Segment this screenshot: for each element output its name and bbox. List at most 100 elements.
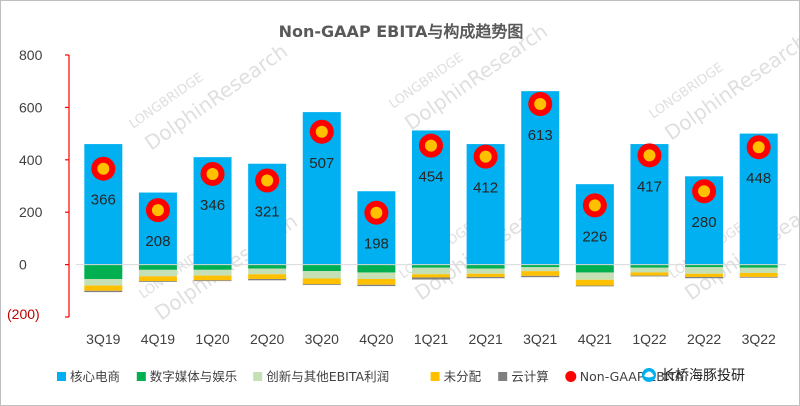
bar-segment bbox=[685, 273, 724, 277]
ebita-data-label: 417 bbox=[637, 178, 662, 195]
legend-swatch bbox=[253, 372, 263, 381]
y-tick-label: 800 bbox=[19, 47, 43, 63]
ebita-data-label: 366 bbox=[91, 192, 116, 209]
bar-segment bbox=[302, 278, 341, 285]
bar-segment bbox=[412, 277, 450, 280]
y-axis-ticks: 800 600 400 200 0 (200) bbox=[7, 47, 69, 322]
ebita-data-label: 412 bbox=[473, 180, 498, 197]
ebita-data-label: 198 bbox=[364, 236, 389, 253]
bar-segment bbox=[138, 281, 177, 282]
y-tick-label: 200 bbox=[19, 204, 43, 220]
bar-segment bbox=[412, 264, 450, 268]
bar-segment bbox=[685, 267, 724, 274]
ebita-marker-core bbox=[479, 150, 492, 163]
dolphin-icon bbox=[644, 371, 654, 378]
x-tick-label: 3Q21 bbox=[523, 331, 557, 347]
bar-segment bbox=[84, 290, 123, 293]
x-tick-label: 4Q20 bbox=[359, 331, 393, 347]
bar-segment bbox=[357, 279, 396, 285]
x-tick-label: 3Q19 bbox=[86, 331, 120, 347]
bar-segment bbox=[193, 275, 232, 281]
bar-segment bbox=[575, 279, 614, 286]
x-tick-label: 2Q20 bbox=[250, 331, 284, 347]
legend-label: 未分配 bbox=[444, 369, 482, 384]
bar-segment bbox=[302, 284, 341, 286]
x-axis-labels: 3Q19 4Q19 1Q20 2Q20 3Q20 4Q20 1Q21 2Q21 3Q21 4Q21… bbox=[86, 331, 776, 347]
legend-swatch bbox=[57, 372, 66, 381]
ebita-data-label: 321 bbox=[255, 203, 280, 220]
legend-label: 创新与其他EBITA利润 bbox=[266, 369, 389, 384]
legend-label: 云计算 bbox=[511, 369, 549, 384]
bar-segment bbox=[248, 264, 287, 269]
bar-segment bbox=[84, 279, 123, 286]
bar-segment bbox=[739, 264, 778, 268]
ebita-data-label: 346 bbox=[200, 197, 225, 214]
legend-swatch bbox=[430, 372, 440, 381]
x-tick-label: 4Q21 bbox=[578, 331, 612, 347]
ebita-data-label: 226 bbox=[582, 228, 607, 245]
bar-segment bbox=[302, 264, 341, 272]
bar-segment bbox=[248, 268, 287, 275]
bar-segment bbox=[193, 269, 232, 276]
bar-segment bbox=[193, 264, 232, 270]
legend: 核心电商 数字媒体与娱乐 创新与其他EBITA利润 未分配 云计算 Non-GAAP EB… bbox=[57, 369, 684, 384]
bar-segment bbox=[138, 276, 177, 282]
bar-segment bbox=[521, 267, 560, 272]
x-tick-label: 1Q22 bbox=[632, 331, 666, 347]
bar-segment bbox=[193, 280, 232, 282]
bar-segment bbox=[248, 274, 287, 280]
legend-marker bbox=[565, 371, 577, 382]
ebita-marker-core bbox=[315, 125, 328, 138]
ebita-marker-core bbox=[752, 141, 765, 154]
bar-segment bbox=[412, 267, 450, 275]
ebita-marker-core bbox=[588, 199, 601, 212]
y-tick-label: 400 bbox=[19, 152, 43, 168]
bar-segment bbox=[739, 272, 778, 277]
bar-segment bbox=[302, 271, 341, 279]
ebita-marker-core bbox=[425, 139, 437, 152]
bar-segment bbox=[357, 264, 396, 273]
bar-segment bbox=[357, 272, 396, 280]
bar-segment bbox=[84, 285, 123, 291]
ebita-data-label: 454 bbox=[418, 169, 443, 186]
legend-label: 数字媒体与娱乐 bbox=[150, 369, 238, 384]
bar-segment bbox=[630, 275, 669, 277]
bar-segment bbox=[521, 271, 560, 276]
bar-segment bbox=[739, 267, 778, 273]
y-tick-label: 600 bbox=[19, 99, 43, 115]
bar-segment bbox=[521, 264, 560, 268]
data-labels: 366 208 346 321 507 198 454 412 613 226 417 280 448 bbox=[91, 127, 771, 253]
ebita-marker-core bbox=[151, 204, 164, 217]
bar-segment bbox=[575, 264, 614, 273]
bar-segment bbox=[575, 285, 614, 287]
bar-segment bbox=[138, 269, 177, 277]
bar-segment bbox=[521, 275, 560, 278]
bar-segment bbox=[630, 267, 669, 273]
bar-segment bbox=[630, 264, 669, 268]
x-tick-label: 4Q19 bbox=[141, 331, 175, 347]
ebita-marker-core bbox=[370, 206, 383, 219]
bars-layer bbox=[84, 91, 778, 293]
bar-segment bbox=[630, 272, 669, 276]
x-tick-label: 3Q20 bbox=[305, 331, 339, 347]
bar-segment bbox=[466, 273, 505, 277]
legend-swatch bbox=[498, 372, 508, 381]
y-tick-label: 0 bbox=[19, 257, 27, 273]
ebita-data-label: 208 bbox=[145, 233, 170, 250]
bar-segment bbox=[739, 276, 778, 278]
x-tick-label: 1Q20 bbox=[195, 331, 229, 347]
bar-segment bbox=[521, 91, 560, 265]
x-tick-label: 1Q21 bbox=[414, 331, 448, 347]
ebita-marker-core bbox=[534, 97, 547, 110]
legend-swatch bbox=[136, 372, 146, 381]
x-tick-label: 3Q22 bbox=[742, 331, 776, 347]
bar-segment bbox=[685, 264, 724, 268]
bar-segment bbox=[84, 264, 123, 280]
legend-label: Non-GAAP EBITA bbox=[580, 369, 684, 384]
ebita-data-label: 613 bbox=[528, 127, 553, 144]
legend-label: 核心电商 bbox=[70, 369, 120, 384]
bar-segment bbox=[466, 276, 505, 279]
bar-segment bbox=[248, 279, 287, 281]
